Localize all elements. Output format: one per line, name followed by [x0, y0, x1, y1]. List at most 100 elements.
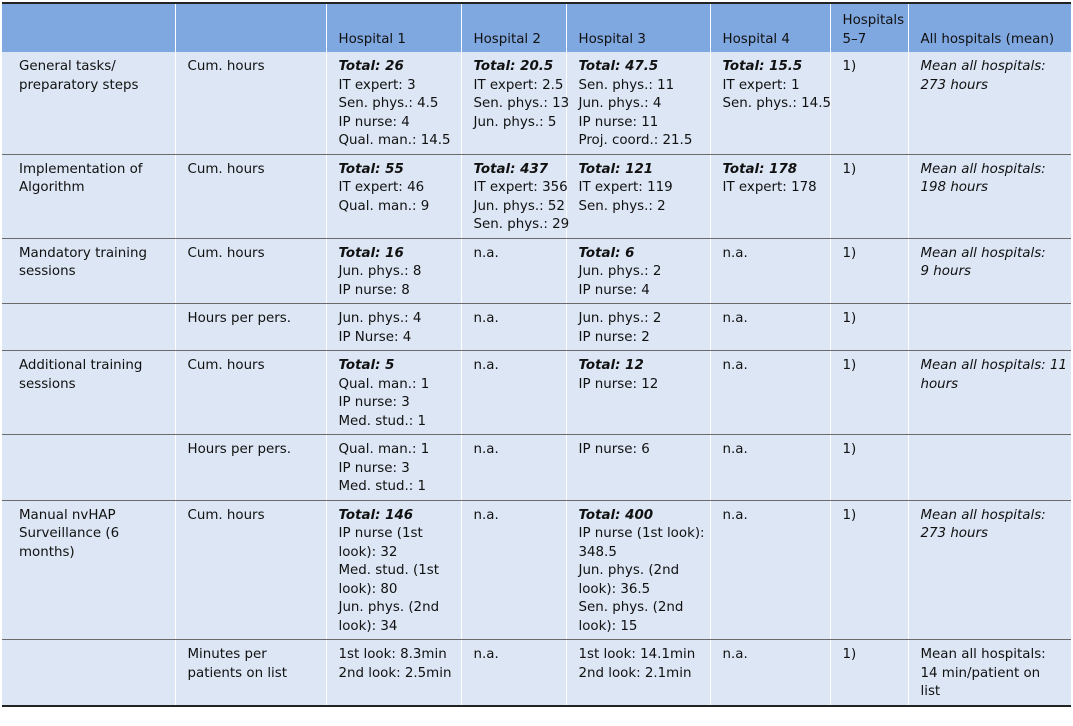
hospital-3-cell: Total: 6 Jun. phys.: 2 IP nurse: 4	[565, 238, 710, 304]
staff-hours: Jun. phys.: 4	[578, 96, 662, 111]
hospital-1-cell: Jun. phys.: 4 IP Nurse: 4	[325, 303, 461, 351]
total-value: Total: 121	[578, 161, 654, 177]
mean-header: All hospitals (mean)	[907, 2, 1071, 52]
task-cell: Manual nvHAP Surveillance (6 months)	[2, 500, 175, 640]
total-value: Total: 178	[722, 161, 798, 177]
total-value: Total: 437	[473, 161, 549, 177]
hospital-3-cell: Jun. phys.: 2 IP nurse: 2	[565, 303, 710, 351]
staff-hours: Jun. phys. (2nd	[338, 600, 440, 615]
table-row: Minutes per patients on list 1st look: 8.3…	[2, 639, 1071, 707]
hospitals-5-7-cell: 1)	[829, 238, 908, 304]
table-row: Implementation of Algorithm Cum. hours Tota…	[2, 154, 1071, 239]
staff-hours: n.a.	[722, 245, 748, 261]
mean-cell: Mean all hospitals: 273 hours	[907, 500, 1071, 640]
task-cell: Mandatory training sessions	[2, 238, 175, 304]
cell-text-line: Hours per pers.	[187, 442, 291, 457]
staff-hours: 348.5	[578, 544, 617, 560]
hospital-1-cell: Total: 26 IT expert: 3 Sen. phys.: 4.5 IP n…	[325, 52, 461, 155]
staff-hours: look): 15	[578, 618, 638, 634]
cell-text-line: 273 hours	[920, 526, 988, 541]
staff-hours: Proj. coord.: 21.5	[578, 133, 693, 148]
staff-hours: Jun. phys.: 52	[473, 198, 565, 214]
staff-hours: IP nurse: 12	[578, 376, 659, 392]
staff-hours: Jun. phys. (2nd	[578, 563, 680, 578]
hospitals-5-7-cell: 1)	[829, 350, 908, 435]
hospital-2-cell: n.a.	[460, 350, 566, 435]
staff-hours: IT expert: 46	[338, 180, 425, 195]
hospital-4-cell: n.a.	[709, 350, 830, 435]
cell-text-line: Mean all hospitals:	[920, 161, 1046, 177]
staff-hours: Jun. phys.: 5	[473, 114, 557, 130]
cell-text-line: Algorithm	[19, 180, 85, 195]
hospital-4-cell: Total: 15.5 IT expert: 1 Sen. phys.: 14.5	[709, 52, 831, 155]
task-cell	[2, 639, 175, 707]
cell-text-line: hours	[920, 376, 959, 392]
staff-hours: Sen. phys. (2nd	[578, 600, 684, 615]
hospital-2-cell: n.a.	[460, 434, 566, 501]
hospital-1-cell: 1st look: 8.3min 2nd look: 2.5min	[325, 639, 461, 707]
metric-cell: Cum. hours	[174, 52, 326, 155]
staff-hours: look): 32	[338, 544, 398, 560]
cell-text-line: Manual nvHAP	[19, 507, 116, 523]
table-row: Mandatory training sessions Cum. hours Tota…	[2, 238, 1071, 304]
staff-hours: n.a.	[473, 507, 499, 523]
staff-hours: Med. stud.: 1	[338, 479, 427, 494]
hospital-1-cell: Total: 16 Jun. phys.: 8 IP nurse: 8	[325, 238, 461, 304]
cell-text-line: Mean all hospitals:	[920, 245, 1046, 261]
staff-hours: 2nd look: 2.1min	[578, 665, 692, 681]
hospitals-5-7-cell: 1)	[829, 303, 908, 351]
staff-hours: Sen. phys.: 4.5	[338, 96, 439, 111]
effort-table: Hospital 1 Hospital 2 Hospital 3 Hospital 4…	[2, 2, 1071, 707]
mean-cell	[907, 434, 1071, 501]
hospital-1-cell: Total: 55 IT expert: 46 Qual. man.: 9	[325, 154, 461, 239]
staff-hours: Jun. phys.: 4	[338, 311, 422, 326]
staff-hours: n.a.	[722, 647, 748, 662]
hospital-4-cell: n.a.	[709, 238, 830, 304]
hospitals-5-7-cell: 1)	[829, 154, 908, 239]
table-row: Hours per pers. Qual. man.: 1 IP nurse: 3 M…	[2, 434, 1071, 501]
staff-hours: n.a.	[722, 311, 748, 326]
table-body: General tasks/preparatory steps Cum. hour…	[2, 52, 1071, 707]
task-header	[2, 2, 175, 52]
total-value: Total: 5	[338, 358, 395, 373]
staff-hours: IP nurse: 2	[578, 329, 650, 345]
mean-cell: Mean all hospitals: 273 hours	[907, 52, 1071, 155]
staff-hours: IP Nurse: 4	[338, 329, 412, 345]
metric-cell: Hours per pers.	[174, 303, 326, 351]
metric-cell: Cum. hours	[174, 238, 326, 304]
staff-hours: IP nurse: 6	[578, 442, 650, 457]
metric-cell: Minutes per patients on list	[174, 639, 326, 707]
staff-hours: IP nurse: 3	[338, 395, 410, 410]
cell-text-line: Implementation of	[19, 161, 143, 177]
cell-text-line: Cum. hours	[187, 507, 265, 523]
metric-cell: Hours per pers.	[174, 434, 326, 501]
hospital-4-cell: n.a.	[709, 639, 830, 707]
hospital-2-cell: Total: 20.5 IT expert: 2.5 Sen. phys.: 13 J…	[460, 52, 569, 155]
mean-cell: Mean all hospitals: 14 min/patient on list	[907, 639, 1071, 707]
task-cell: General tasks/preparatory steps	[2, 52, 175, 155]
cell-text-line: preparatory steps	[19, 77, 139, 93]
staff-hours: Qual. man.: 1	[338, 376, 430, 392]
staff-hours: IT expert: 356	[473, 180, 568, 195]
cell-text-line: sessions	[19, 376, 76, 392]
table-row: General tasks/preparatory steps Cum. hour…	[2, 52, 1071, 155]
cell-text-line: Surveillance (6	[19, 526, 120, 541]
hospital-1-cell: Total: 146 IP nurse (1st look): 32 Med. stu…	[325, 500, 461, 640]
total-value: Total: 26	[338, 59, 404, 74]
staff-hours: Sen. phys.: 14.5	[722, 96, 831, 111]
metric-cell: Cum. hours	[174, 154, 326, 239]
total-value: Total: 6	[578, 245, 635, 261]
cell-text-line: General tasks/	[19, 59, 116, 74]
mean-cell: Mean all hospitals: 11 hours	[907, 350, 1071, 435]
cell-text-line: Mean all hospitals:	[920, 647, 1046, 662]
metric-header	[174, 2, 326, 52]
metric-cell: Cum. hours	[174, 500, 326, 640]
staff-hours: Sen. phys.: 29	[473, 217, 570, 232]
hospital-3-cell: IP nurse: 6	[565, 434, 710, 501]
staff-hours: look): 36.5	[578, 581, 651, 597]
task-cell	[2, 434, 175, 501]
table-row: Additional training sessions Cum. hours Tot…	[2, 350, 1071, 435]
mean-cell: Mean all hospitals: 198 hours	[907, 154, 1071, 239]
staff-hours: 1st look: 14.1min	[578, 647, 696, 662]
staff-hours: IP nurse: 4	[338, 114, 410, 130]
